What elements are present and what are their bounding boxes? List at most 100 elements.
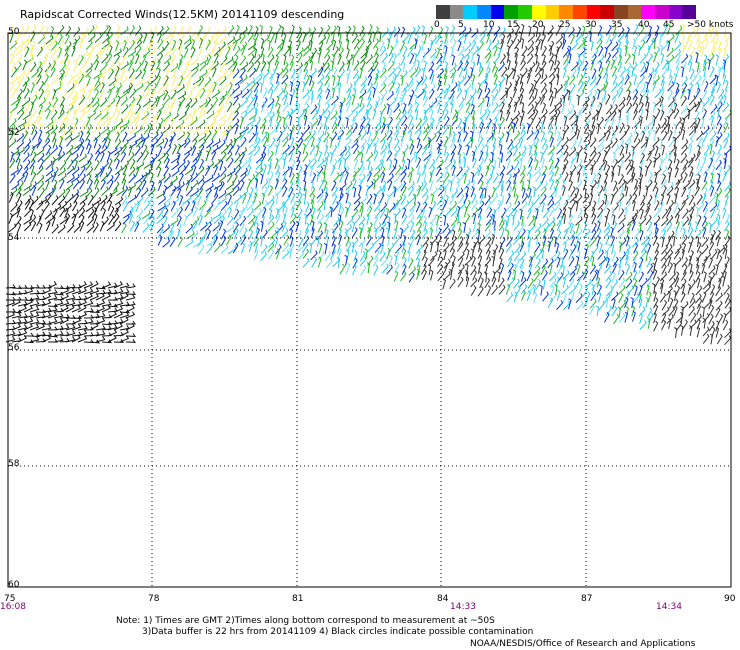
wind-barb (708, 321, 715, 332)
wind-barb (218, 139, 226, 150)
wind-barb (710, 207, 716, 219)
wind-barb (176, 152, 181, 164)
wind-barb (190, 187, 199, 197)
wind-barb (359, 67, 363, 79)
wind-barb (122, 47, 129, 58)
wind-barb (240, 105, 249, 115)
wind-barb (65, 324, 76, 331)
wind-barb (303, 227, 310, 239)
wind-barb (164, 46, 172, 57)
wind-barb (612, 256, 619, 267)
wind-barb (366, 262, 371, 274)
wind-barb (150, 97, 158, 108)
wind-barb (681, 53, 689, 64)
wind-barb (143, 81, 151, 92)
wind-barb (80, 49, 89, 59)
wind-barb (92, 97, 100, 108)
wind-barb (429, 171, 433, 183)
wind-barb (555, 84, 563, 94)
wind-barb (379, 83, 387, 94)
wind-barb (535, 61, 540, 73)
wind-barb (535, 171, 542, 182)
wind-barb (709, 291, 715, 303)
wind-barb (645, 206, 651, 217)
wind-barb (667, 40, 671, 52)
wind-barb (29, 323, 40, 331)
wind-barb (470, 95, 475, 107)
wind-barb (687, 138, 694, 150)
wind-barb (309, 74, 313, 86)
wind-barb (381, 52, 389, 64)
wind-barb (491, 233, 496, 245)
wind-barb (309, 59, 313, 71)
legend-swatch (477, 5, 491, 19)
wind-barb (549, 277, 557, 288)
wind-barb (149, 215, 155, 227)
wind-barb (632, 256, 637, 268)
wind-barb (723, 26, 727, 38)
wind-barb (23, 221, 32, 232)
wind-barb (578, 74, 584, 85)
wind-barb (540, 151, 544, 163)
wind-barb (633, 138, 641, 149)
wind-barb (324, 251, 331, 262)
wind-barb (268, 249, 275, 260)
wind-barb (416, 185, 422, 197)
wind-barb (379, 243, 385, 254)
wind-barb (297, 185, 302, 197)
wind-barb (353, 250, 358, 262)
wind-barb (554, 179, 560, 191)
wind-barb (326, 40, 334, 51)
wind-barb (499, 53, 507, 65)
wind-barb (554, 54, 558, 66)
wind-barb (687, 187, 692, 199)
wind-barb (248, 240, 253, 252)
wind-barb (11, 181, 20, 191)
wind-barb (115, 118, 124, 128)
wind-barb (150, 60, 156, 72)
wind-barb (675, 117, 682, 128)
wind-barb (93, 70, 102, 80)
wind-barb (694, 68, 701, 79)
legend-swatch (559, 5, 573, 19)
wind-barb (11, 312, 22, 319)
wind-barb (393, 228, 397, 240)
wind-barb (598, 132, 607, 143)
wind-barb (421, 187, 429, 199)
wind-barb (198, 244, 205, 255)
wind-barb (372, 108, 377, 120)
wind-barb (485, 236, 492, 247)
wind-barb (421, 74, 428, 86)
wind-barb (428, 61, 435, 72)
wind-barb (270, 88, 274, 100)
wind-barb (345, 249, 350, 260)
wind-barb (225, 181, 235, 191)
wind-barb (129, 115, 137, 127)
wind-barb (645, 296, 649, 308)
wind-barb (134, 110, 141, 122)
wind-barb (220, 151, 227, 163)
wind-barb (289, 213, 297, 224)
wind-barb (647, 39, 654, 50)
wind-barb (717, 123, 723, 135)
wind-barb (500, 262, 505, 274)
wind-barb (702, 326, 710, 337)
wind-barb (72, 35, 81, 45)
wind-barb (317, 66, 324, 78)
wind-barb (702, 333, 710, 344)
wind-barb (415, 117, 423, 129)
wind-barb (269, 73, 274, 85)
wind-barb (561, 101, 565, 113)
wind-barb (710, 217, 718, 227)
wind-barb (395, 219, 399, 232)
wind-barb (415, 201, 421, 213)
wind-barb (611, 41, 619, 52)
wind-barb (689, 117, 697, 128)
wind-barb (190, 97, 198, 108)
wind-barb (477, 164, 482, 176)
wind-barb (337, 87, 341, 99)
wind-barb (275, 171, 281, 182)
wind-barb (36, 215, 42, 227)
wind-barb (129, 220, 136, 232)
wind-barb (318, 242, 323, 254)
